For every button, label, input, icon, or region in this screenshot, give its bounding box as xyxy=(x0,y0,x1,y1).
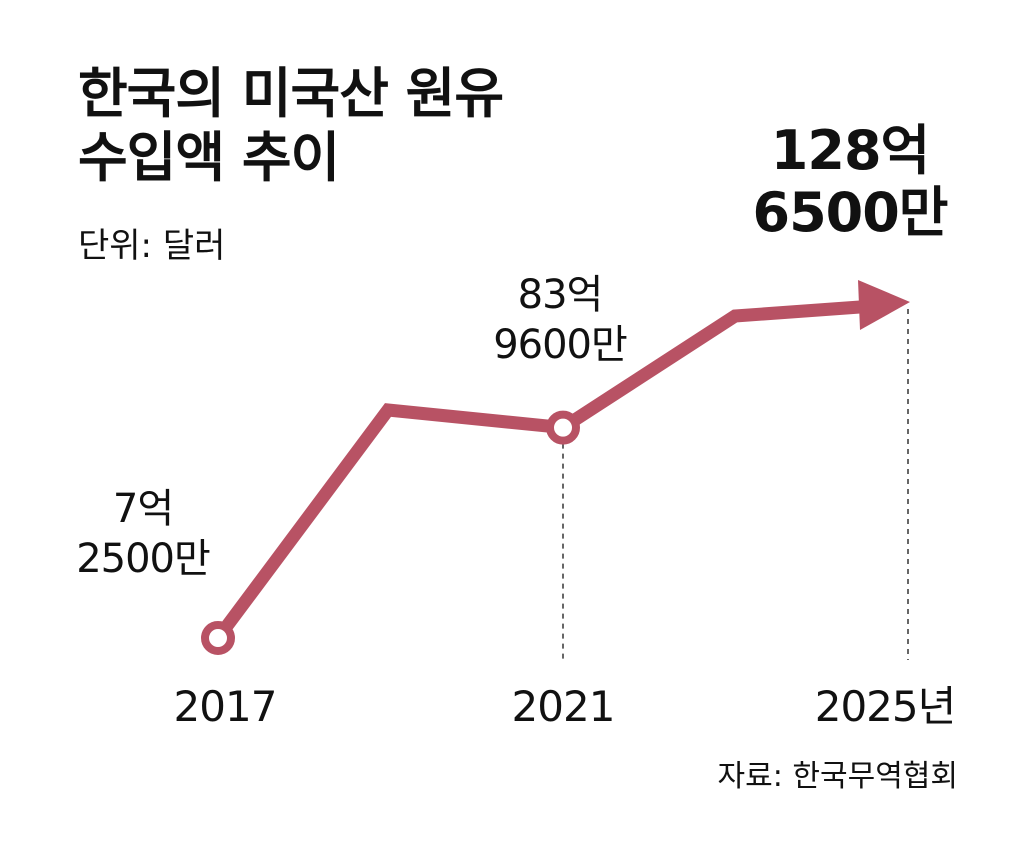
series-arrowhead xyxy=(858,280,910,330)
data-label-2025: 128억 6500만 xyxy=(720,120,980,244)
chart-title-line-2: 수입액 추이 xyxy=(78,126,340,189)
data-label-2017-line-1: 7억 xyxy=(112,486,174,532)
data-label-2025-line-2: 6500만 xyxy=(752,181,949,244)
data-label-2017-line-2: 2500만 xyxy=(76,536,211,582)
x-tick-2017: 2017 xyxy=(173,682,278,731)
x-tick-2025: 2025년 xyxy=(814,682,957,731)
unit-label: 단위: 달러 xyxy=(78,226,226,266)
x-tick-2021: 2021 xyxy=(511,682,616,731)
source-note: 자료: 한국무역협회 xyxy=(717,759,958,794)
chart-title-line-1: 한국의 미국산 원유 xyxy=(78,62,504,125)
point-2021 xyxy=(546,410,580,445)
chart-title: 한국의 미국산 원유 수입액 추이 xyxy=(78,62,504,190)
data-label-2025-line-1: 128억 xyxy=(770,119,930,182)
point-2017 xyxy=(201,621,235,655)
data-label-2021-line-1: 83억 xyxy=(517,272,604,318)
data-label-2021-line-2: 9600만 xyxy=(493,322,628,368)
data-label-2017: 7억 2500만 xyxy=(58,484,228,584)
data-label-2021: 83억 9600만 xyxy=(440,270,680,370)
